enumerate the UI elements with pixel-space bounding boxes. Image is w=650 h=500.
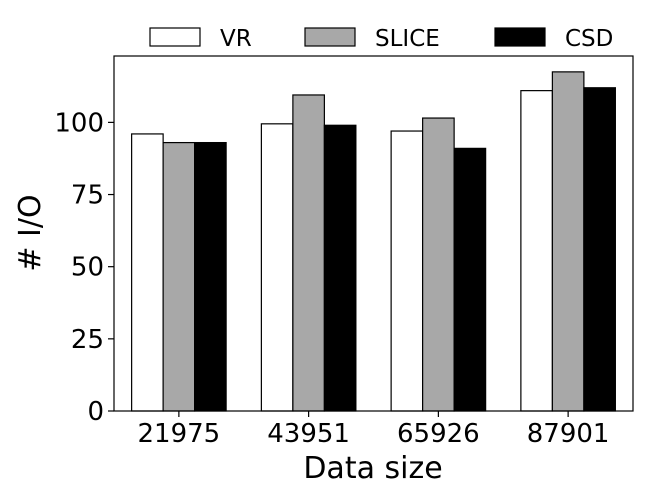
y-axis: 0 25 50 75 100 xyxy=(54,108,114,427)
bar-slice-65926 xyxy=(422,117,455,412)
bar-csd-65926 xyxy=(453,147,487,412)
x-tick-label-21975: 21975 xyxy=(138,419,221,449)
bar-csd-21975 xyxy=(194,141,227,412)
y-tick-label-100: 100 xyxy=(54,108,104,138)
bar-slice-87901 xyxy=(551,71,585,412)
bars-group xyxy=(131,71,616,412)
legend-swatch-csd xyxy=(494,27,546,47)
legend-swatch-slice xyxy=(304,27,356,47)
y-tick-label-0: 0 xyxy=(87,397,104,427)
bar-slice-21975 xyxy=(162,141,196,412)
legend-label-slice: SLICE xyxy=(375,26,440,52)
plot-frame xyxy=(113,55,634,412)
y-tick-label-50: 50 xyxy=(71,253,104,283)
bar-vr-87901 xyxy=(520,90,553,412)
x-tick-label-87901: 87901 xyxy=(527,419,610,449)
legend-label-csd: CSD xyxy=(565,26,613,52)
y-tick-label-25: 25 xyxy=(71,325,104,355)
bar-vr-43951 xyxy=(260,123,294,412)
x-tick-label-65926: 65926 xyxy=(397,419,480,449)
bar-slice-43951 xyxy=(292,94,325,412)
legend: VR SLICE CSD xyxy=(149,26,613,52)
x-tick-label-43951: 43951 xyxy=(267,419,350,449)
bar-vr-21975 xyxy=(131,133,164,412)
legend-swatch-vr xyxy=(149,27,201,47)
bar-vr-65926 xyxy=(390,130,424,412)
x-axis-title: Data size xyxy=(303,451,442,486)
legend-label-vr: VR xyxy=(220,26,252,52)
y-axis-title: # I/O xyxy=(13,194,48,271)
bar-csd-43951 xyxy=(323,124,357,412)
x-axis: 21975 43951 65926 87901 xyxy=(138,411,610,449)
y-tick-label-75: 75 xyxy=(71,181,104,211)
bar-csd-87901 xyxy=(583,87,616,412)
